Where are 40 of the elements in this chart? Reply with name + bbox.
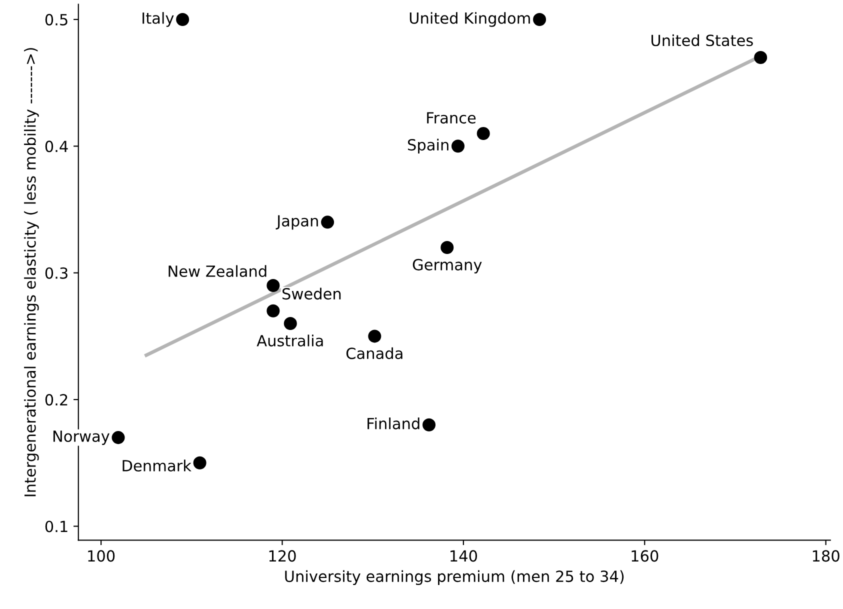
y-tick-label: 0.5 [45,14,68,26]
y-tick-label: 0.4 [45,140,68,152]
annotation: Finland [368,417,420,430]
x-tick-label: 180 [812,550,840,562]
point [284,317,297,330]
annotation: Denmark [122,460,192,472]
point [112,431,125,444]
x-tick-label: 160 [632,550,658,562]
annotation: Germany [412,258,482,274]
point [266,279,280,292]
annotation: United Kingdom [410,12,530,27]
point [451,140,465,153]
point [754,50,768,64]
annotation: Japan [276,215,318,230]
annotation: Italy [142,12,174,27]
x-tick-label: 140 [450,550,477,562]
y-tick-label: 0.3 [45,267,68,279]
x-tick-label: 120 [269,550,296,562]
annotation: Spain [408,138,448,154]
point [422,418,436,432]
point [533,12,546,26]
point [266,304,280,318]
annotation: Sweden [282,288,341,300]
point [193,456,206,470]
x-axis-title: University earnings premium (men 25 to 34) [285,570,624,586]
annotation: France [427,112,476,124]
point [321,216,334,229]
annotation: United States [652,34,753,46]
y-axis-title: Intergenerational earnings elasticity ( less mobility ------->) [24,48,39,496]
y-tick-label: 0.1 [45,520,68,532]
point [368,330,382,343]
point [476,126,490,140]
point [176,12,190,26]
annotation: New Zealand [168,265,266,278]
annotation: Norway [53,430,110,445]
annotation: Australia [256,334,323,346]
y-tick-label: 0.2 [45,394,68,406]
x-tick-label: 100 [88,550,115,562]
annotation: Canada [346,347,402,360]
point [440,241,454,254]
